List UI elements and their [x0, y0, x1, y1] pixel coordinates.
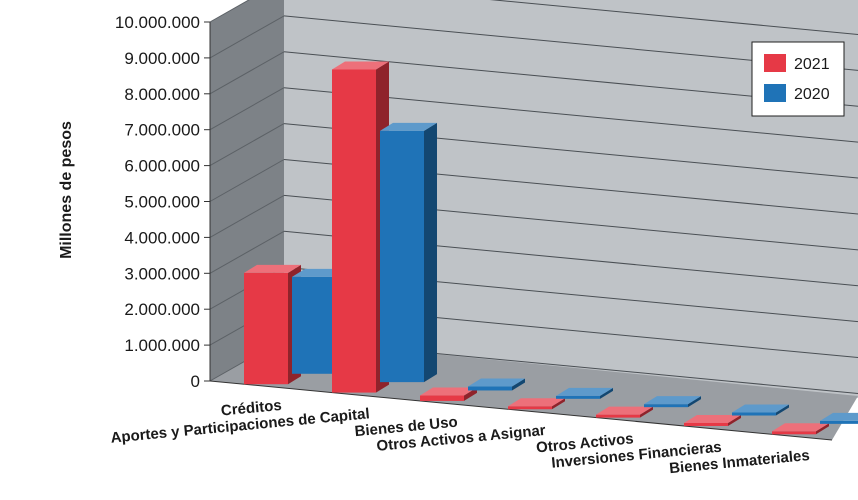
bar-front — [292, 276, 336, 374]
bar-top — [772, 423, 829, 432]
bar — [732, 404, 789, 416]
bar-front — [732, 412, 776, 416]
y-tick-label: 7.000.000 — [124, 121, 200, 140]
bar-side — [816, 423, 829, 435]
y-tick-label: 8.000.000 — [124, 85, 200, 104]
y-tick-label: 5.000.000 — [124, 193, 200, 212]
y-tick-label: 6.000.000 — [124, 157, 200, 176]
legend-box — [751, 41, 845, 117]
bar — [508, 398, 565, 410]
legend-label: 2020 — [794, 86, 830, 103]
bar-top — [644, 396, 701, 405]
bar — [820, 412, 858, 424]
x-axis-line — [209, 380, 833, 441]
bar — [684, 414, 741, 426]
bar-side — [600, 387, 613, 399]
bar — [772, 423, 829, 435]
legend-swatch — [764, 84, 786, 102]
legend-label: 2021 — [794, 56, 830, 73]
bar — [556, 387, 613, 399]
bar-top — [556, 387, 613, 396]
bar-front — [772, 431, 816, 435]
bar-front — [684, 422, 728, 426]
legend-swatch — [764, 54, 786, 72]
bar — [332, 61, 389, 393]
bar-front — [332, 69, 376, 393]
side-grid-line — [209, 194, 285, 238]
side-grid-line — [209, 159, 285, 202]
bar-front — [468, 386, 512, 391]
y-tick-label: 10.000.000 — [115, 13, 200, 32]
side-grid-line — [209, 123, 285, 167]
bar-top — [332, 61, 389, 70]
bar-top — [820, 412, 858, 421]
side-grid-line — [209, 87, 285, 131]
bar-front — [380, 130, 424, 383]
bar — [596, 406, 653, 418]
bar — [468, 378, 525, 391]
y-tick-label: 4.000.000 — [124, 228, 200, 247]
bar-top — [244, 264, 301, 273]
y-axis-title: Millones de pesos — [58, 121, 75, 259]
bar-side — [552, 398, 565, 410]
bar-top — [508, 398, 565, 407]
y-tick-label: 1.000.000 — [124, 336, 200, 355]
bar — [380, 122, 437, 383]
bar-side — [776, 404, 789, 416]
bar-front — [644, 404, 688, 408]
y-tick-label: 9.000.000 — [124, 49, 200, 68]
bar-side — [464, 387, 477, 401]
bar — [644, 396, 701, 408]
y-tick-label: 3.000.000 — [124, 264, 200, 283]
side-grid-line — [209, 15, 285, 59]
bar-top — [468, 378, 525, 387]
y-tick-label: 0 — [191, 372, 200, 391]
x-category-label: Créditos — [220, 397, 282, 420]
bar-side — [424, 122, 437, 383]
bar-top — [420, 387, 477, 396]
legend: 2021 2020 — [751, 41, 845, 117]
bar-front — [820, 420, 858, 424]
back-grid-line — [489, 0, 858, 35]
side-grid-line — [209, 230, 285, 274]
bar-side — [728, 414, 741, 426]
bar-top — [684, 414, 741, 423]
side-grid-line — [209, 51, 285, 95]
bar-top — [380, 122, 437, 131]
bar — [420, 387, 477, 401]
bar-top — [596, 406, 653, 415]
bar-side — [512, 378, 525, 391]
bar-front — [556, 395, 600, 399]
bar-front — [420, 395, 464, 401]
bar-top — [732, 404, 789, 413]
bar-side — [688, 396, 701, 408]
bar-side — [640, 406, 653, 418]
y-tick-label: 2.000.000 — [124, 300, 200, 319]
side-grid-line — [209, 0, 250, 23]
bar-front — [596, 414, 640, 418]
bars — [244, 61, 858, 435]
y-axis: 0 1.000.000 2.000.000 3.000.000 4.000.000 5.0… — [115, 13, 833, 441]
bar-front — [244, 272, 288, 385]
bar-front — [508, 406, 552, 410]
